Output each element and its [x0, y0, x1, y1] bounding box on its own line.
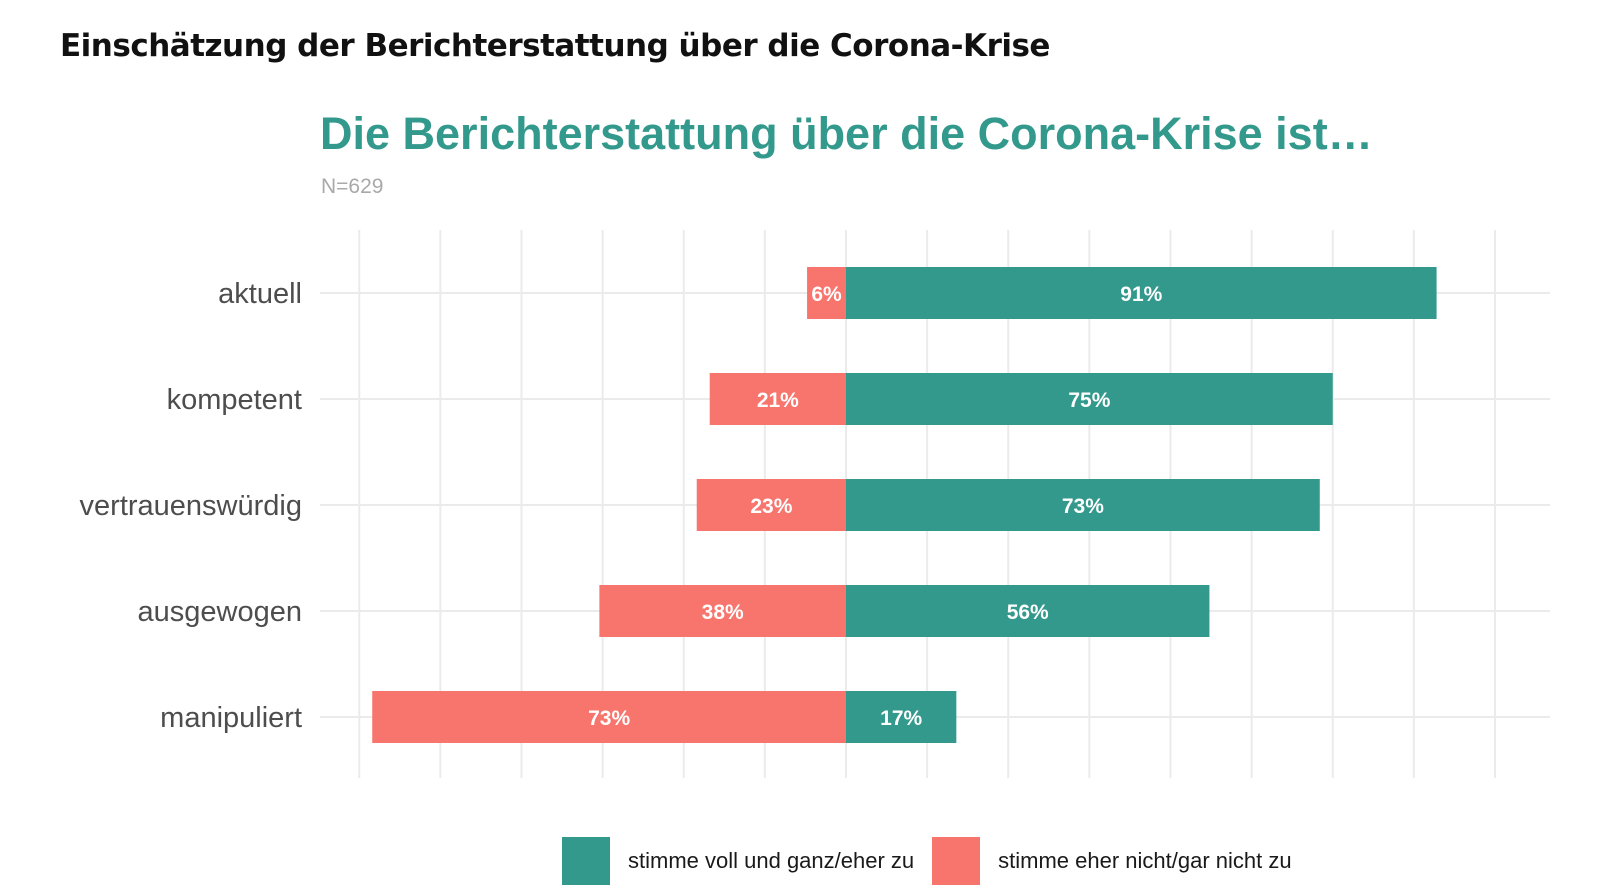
data-label-agree: 75% [1068, 389, 1110, 412]
legend-swatch-agree [562, 837, 610, 885]
legend-item-agree: stimme voll und ganz/eher zu [562, 837, 914, 885]
category-label: vertrauenswürdig [80, 490, 302, 522]
bar-agree [846, 691, 957, 743]
legend-label-disagree: stimme eher nicht/gar nicht zu [998, 848, 1292, 873]
data-label-agree: 56% [1007, 601, 1049, 624]
bar-agree [846, 373, 1333, 425]
bar-disagree [372, 691, 846, 743]
data-label-agree: 91% [1120, 283, 1162, 306]
data-label-disagree: 6% [811, 283, 842, 306]
data-label-disagree: 38% [702, 601, 744, 624]
category-label: ausgewogen [138, 596, 302, 628]
category-label: kompetent [167, 384, 302, 416]
bar-agree [846, 585, 1210, 637]
legend-item-disagree: stimme eher nicht/gar nicht zu [932, 837, 1292, 885]
data-label-agree: 73% [1062, 495, 1104, 518]
data-label-disagree: 73% [588, 707, 630, 730]
chart-title: Die Berichterstattung über die Corona-Kr… [320, 108, 1373, 159]
data-label-agree: 17% [880, 707, 922, 730]
bar-disagree [709, 373, 846, 425]
data-label-disagree: 21% [757, 389, 799, 412]
category-label: aktuell [218, 278, 302, 310]
legend-swatch-disagree [932, 837, 981, 885]
legend-label-agree: stimme voll und ganz/eher zu [628, 848, 915, 873]
bar-agree [846, 267, 1437, 319]
data-label-disagree: 23% [750, 495, 792, 518]
legend: stimme voll und ganz/eher zu stimme eher… [562, 837, 1310, 885]
chart-subtitle: N=629 [321, 175, 384, 198]
page-heading: Einschätzung der Berichterstattung über … [60, 28, 1050, 64]
bar-disagree [807, 267, 846, 319]
bar-disagree [696, 479, 846, 531]
category-label: manipuliert [160, 702, 302, 734]
bar-agree [846, 479, 1320, 531]
bar-disagree [599, 585, 846, 637]
